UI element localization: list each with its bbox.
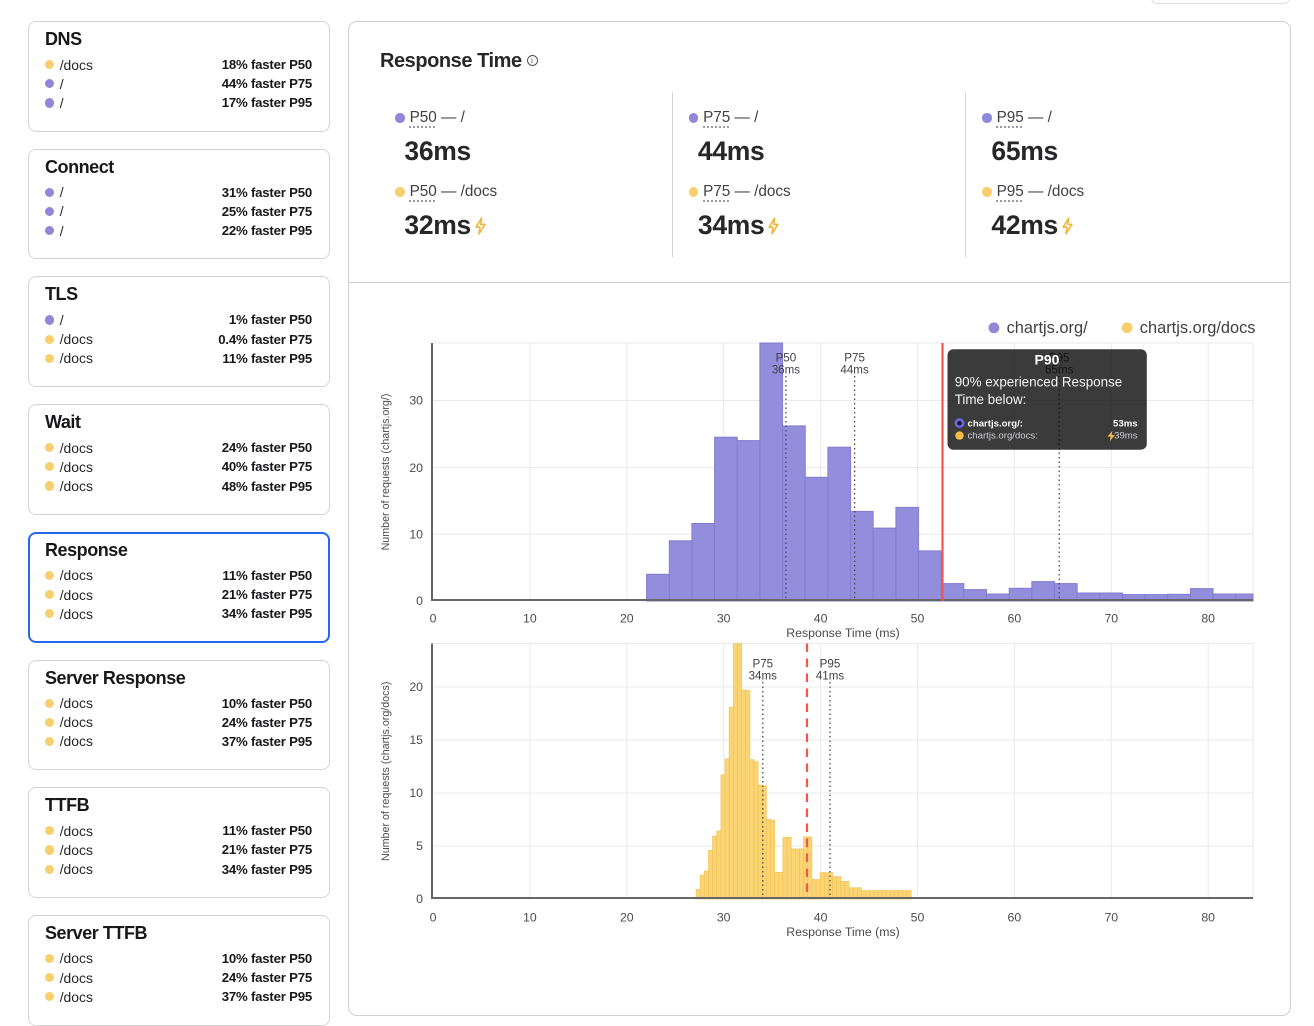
svg-text:P95: P95 xyxy=(820,658,841,671)
svg-text:41ms: 41ms xyxy=(816,670,845,683)
svg-text:10: 10 xyxy=(409,786,423,800)
svg-text:P90: P90 xyxy=(1035,352,1060,368)
svg-text:Response Time (ms): Response Time (ms) xyxy=(786,626,899,640)
svg-text:30: 30 xyxy=(409,394,423,408)
svg-text:60: 60 xyxy=(1008,911,1022,925)
svg-text:P50: P50 xyxy=(776,352,797,365)
svg-text:34ms: 34ms xyxy=(749,670,778,683)
svg-text:chartjs.org/:: chartjs.org/: xyxy=(968,418,1023,429)
svg-text:30: 30 xyxy=(717,911,731,925)
svg-text:50: 50 xyxy=(911,612,925,626)
svg-text:Number of requests (chartjs.or: Number of requests (chartjs.org/docs) xyxy=(380,682,392,861)
svg-text:20: 20 xyxy=(620,911,634,925)
svg-text:80: 80 xyxy=(1201,911,1215,925)
svg-text:30: 30 xyxy=(717,612,731,626)
svg-text:80: 80 xyxy=(1201,612,1215,626)
svg-text:chartjs.org/docs:: chartjs.org/docs: xyxy=(968,431,1038,442)
svg-text:40: 40 xyxy=(814,911,828,925)
svg-text:Response Time (ms): Response Time (ms) xyxy=(786,925,899,939)
svg-text:39ms: 39ms xyxy=(1114,431,1138,442)
svg-text:0: 0 xyxy=(416,594,423,608)
svg-text:20: 20 xyxy=(620,612,634,626)
svg-text:P75: P75 xyxy=(752,658,773,671)
svg-text:20: 20 xyxy=(409,461,423,475)
svg-text:0: 0 xyxy=(430,911,437,925)
svg-text:chartjs.org/: chartjs.org/ xyxy=(1007,319,1089,337)
svg-text:70: 70 xyxy=(1104,612,1118,626)
svg-text:36ms: 36ms xyxy=(772,364,801,377)
svg-text:10: 10 xyxy=(409,528,423,542)
svg-text:0: 0 xyxy=(430,612,437,626)
svg-text:90% experienced Response: 90% experienced Response xyxy=(955,375,1122,390)
svg-text:15: 15 xyxy=(409,733,423,747)
svg-text:chartjs.org/docs: chartjs.org/docs xyxy=(1140,319,1256,337)
svg-text:44ms: 44ms xyxy=(840,364,869,377)
svg-text:10: 10 xyxy=(523,911,537,925)
svg-text:40: 40 xyxy=(814,612,828,626)
svg-text:50: 50 xyxy=(911,911,925,925)
svg-text:10: 10 xyxy=(523,612,537,626)
svg-text:P75: P75 xyxy=(844,352,865,365)
svg-text:70: 70 xyxy=(1104,911,1118,925)
svg-text:Number of requests (chartjs.or: Number of requests (chartjs.org/) xyxy=(380,394,392,551)
svg-text:Time below:: Time below: xyxy=(955,392,1027,407)
svg-text:60: 60 xyxy=(1008,612,1022,626)
svg-text:5: 5 xyxy=(416,839,423,853)
svg-text:0: 0 xyxy=(416,892,423,906)
svg-text:20: 20 xyxy=(409,680,423,694)
svg-text:53ms: 53ms xyxy=(1113,418,1138,429)
